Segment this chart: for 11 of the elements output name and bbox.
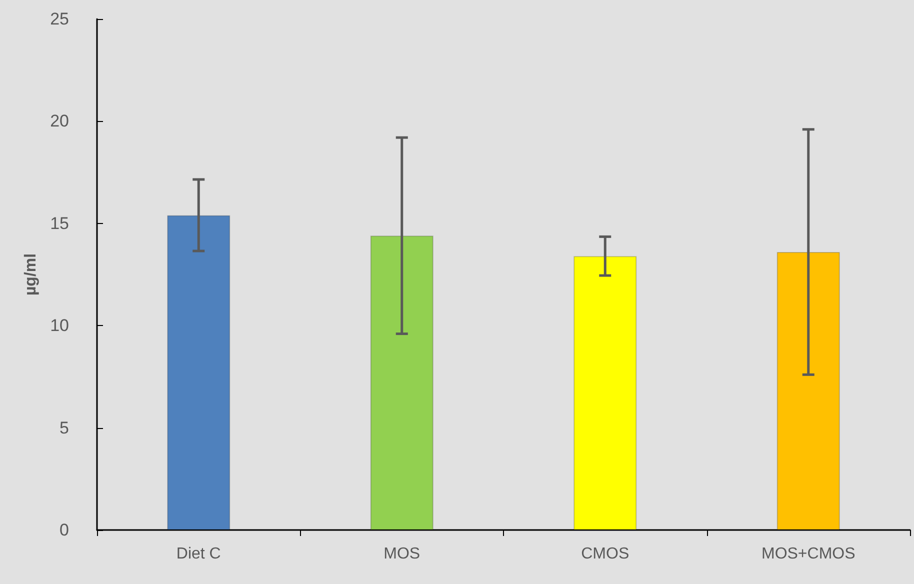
y-tick-label: 0	[60, 520, 69, 540]
y-tick-label: 25	[50, 10, 69, 28]
x-tick-label: CMOS	[581, 546, 630, 562]
y-axis-title: µg/ml	[22, 253, 40, 296]
x-tick-label: MOS+CMOS	[761, 546, 856, 562]
y-tick-label: 10	[50, 316, 69, 336]
y-tick-label: 15	[50, 214, 69, 233]
y-tick-label: 5	[60, 418, 69, 438]
x-tick-label: MOS	[384, 546, 420, 562]
y-tick-label: 20	[50, 112, 69, 131]
x-tick-label: Diet C	[176, 546, 221, 562]
